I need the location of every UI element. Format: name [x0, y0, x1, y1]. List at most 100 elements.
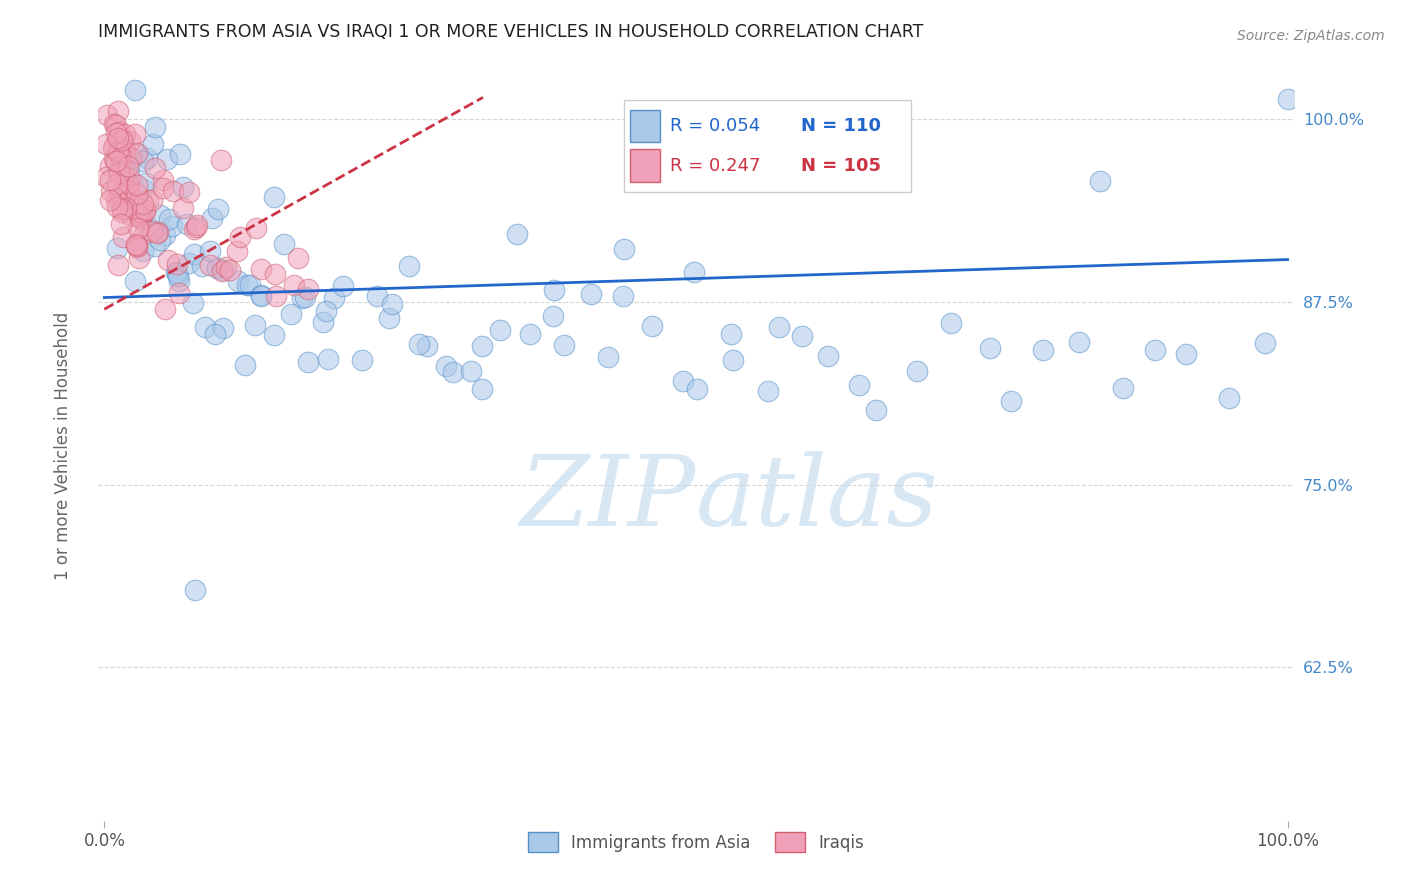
Point: [146, 226, 169, 240]
Point: [98, 160, 121, 174]
Point: [205, 260, 228, 275]
Point: [118, 183, 141, 197]
Legend: Immigrants from Asia, Iraqis: Immigrants from Asia, Iraqis: [520, 826, 872, 858]
Point: [297, 282, 319, 296]
Point: [152, 173, 174, 187]
Point: [125, 239, 148, 253]
Point: [125, 187, 148, 202]
Point: [235, 358, 257, 372]
Point: [865, 402, 887, 417]
Point: [294, 290, 316, 304]
Point: [114, 127, 136, 141]
Point: [169, 147, 191, 161]
Point: [131, 211, 153, 225]
FancyBboxPatch shape: [624, 100, 911, 192]
Point: [120, 209, 142, 223]
Point: [194, 320, 217, 334]
Point: [323, 291, 346, 305]
Point: [176, 217, 198, 231]
Point: [250, 288, 273, 302]
Point: [612, 289, 634, 303]
Point: [756, 384, 779, 398]
Point: [120, 196, 142, 211]
Point: [264, 289, 287, 303]
Point: [460, 364, 482, 378]
Point: [125, 238, 148, 252]
Point: [229, 229, 252, 244]
Point: [215, 260, 238, 274]
Point: [103, 153, 125, 167]
Text: N = 110: N = 110: [801, 117, 882, 135]
Point: [519, 327, 541, 342]
Point: [312, 315, 335, 329]
Point: [127, 220, 149, 235]
Point: [149, 208, 172, 222]
Point: [105, 241, 128, 255]
Point: [721, 352, 744, 367]
Point: [120, 195, 142, 210]
Point: [105, 200, 128, 214]
Text: 1 or more Vehicles in Household: 1 or more Vehicles in Household: [55, 312, 72, 580]
Text: R = 0.247: R = 0.247: [669, 156, 761, 175]
Point: [104, 153, 127, 168]
Point: [156, 152, 179, 166]
Point: [110, 160, 132, 174]
Point: [1000, 394, 1022, 409]
Point: [141, 224, 163, 238]
Point: [177, 185, 200, 199]
Point: [186, 220, 208, 235]
Point: [682, 265, 704, 279]
Point: [553, 338, 575, 352]
Point: [283, 277, 305, 292]
Point: [204, 327, 226, 342]
Bar: [630, 150, 661, 182]
Point: [141, 193, 163, 207]
Point: [145, 120, 167, 134]
Point: [111, 205, 134, 219]
Point: [143, 161, 166, 175]
Point: [100, 184, 122, 198]
Point: [211, 263, 233, 277]
Point: [108, 125, 131, 139]
Point: [1088, 174, 1111, 188]
Point: [720, 326, 742, 341]
Point: [162, 184, 184, 198]
Point: [226, 274, 249, 288]
Point: [183, 221, 205, 235]
Point: [155, 301, 177, 316]
Point: [201, 211, 224, 225]
Point: [129, 210, 152, 224]
Point: [941, 316, 963, 330]
Point: [191, 259, 214, 273]
Point: [107, 189, 129, 203]
Point: [263, 189, 285, 203]
Point: [541, 309, 564, 323]
Text: IMMIGRANTS FROM ASIA VS IRAQI 1 OR MORE VEHICLES IN HOUSEHOLD CORRELATION CHART: IMMIGRANTS FROM ASIA VS IRAQI 1 OR MORE …: [98, 23, 924, 41]
Point: [118, 162, 141, 177]
Point: [110, 217, 132, 231]
Point: [408, 337, 430, 351]
Point: [107, 258, 129, 272]
Point: [112, 182, 135, 196]
Point: [110, 186, 132, 200]
Point: [441, 365, 464, 379]
Text: ZIP: ZIP: [520, 450, 696, 546]
Point: [166, 266, 188, 280]
Point: [287, 251, 309, 265]
Point: [471, 339, 494, 353]
Point: [120, 134, 142, 148]
Point: [117, 176, 139, 190]
Point: [543, 284, 565, 298]
Point: [671, 375, 693, 389]
Point: [103, 117, 125, 131]
Point: [124, 83, 146, 97]
Point: [143, 239, 166, 253]
Point: [332, 279, 354, 293]
Point: [768, 320, 790, 334]
Point: [817, 349, 839, 363]
Point: [183, 582, 205, 597]
Bar: [630, 110, 661, 142]
Point: [790, 328, 813, 343]
Point: [107, 145, 129, 159]
Point: [218, 263, 240, 277]
